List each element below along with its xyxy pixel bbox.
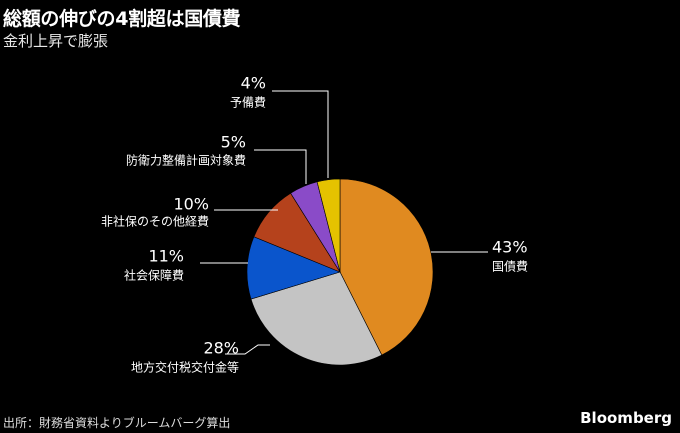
slice-category-label: 国債費 (492, 259, 528, 274)
pie-slice (339, 178, 434, 356)
slice-category-label: 地方交付税交付金等 (131, 360, 239, 375)
slice-value-label: 11% (148, 247, 184, 266)
leader-line (272, 90, 329, 178)
slice-value-label: 4% (241, 74, 266, 93)
slice-value-label: 28% (203, 339, 239, 358)
slice-value-label: 43% (492, 238, 528, 257)
pie-slice (250, 271, 383, 366)
pie-slices (246, 178, 434, 366)
source-note: 出所：財務省資料よりブルームバーグ算出 (3, 416, 231, 430)
leader-line (225, 344, 270, 355)
slice-category-label: 予備費 (230, 95, 266, 110)
chart-subtitle: 金利上昇で膨張 (3, 32, 109, 50)
slice-value-label: 5% (221, 133, 246, 152)
slice-category-label: 防衛力整備計画対象費 (126, 153, 246, 168)
slice-category-label: 社会保障費 (124, 268, 184, 283)
slice-value-label: 10% (173, 195, 209, 214)
pie-slice (316, 178, 341, 273)
chart-title: 総額の伸びの4割超は国債費 (3, 8, 241, 30)
bloomberg-logo: Bloomberg (580, 409, 672, 427)
slice-category-label: 非社保のその他経費 (101, 214, 209, 229)
leader-line (254, 149, 307, 184)
